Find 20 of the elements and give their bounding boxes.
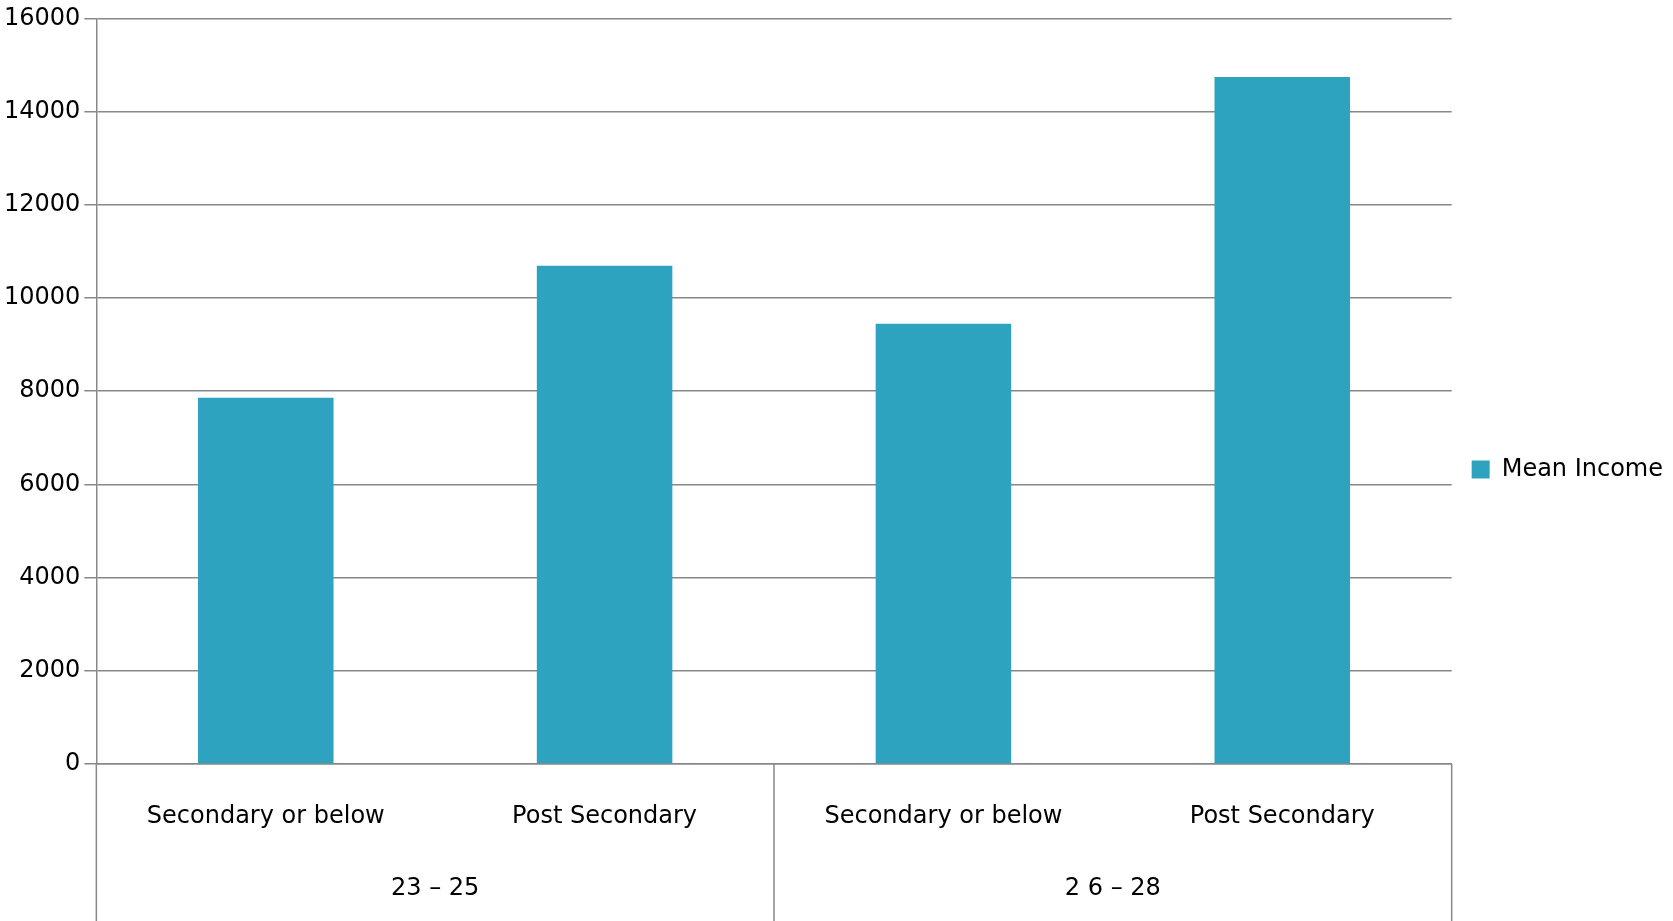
y-tick-label: 0 — [65, 748, 81, 777]
y-tick-label: 14000 — [3, 95, 81, 124]
text: 2 6 – 28 — [1064, 872, 1161, 901]
bar — [198, 397, 334, 764]
y-tick-label: 6000 — [19, 468, 81, 497]
bar — [536, 265, 673, 764]
text: 23 – 25 — [391, 872, 480, 901]
bar — [1214, 77, 1351, 764]
x-tick-label: Post Secondary — [512, 800, 698, 829]
legend-label: Mean Income — [1501, 453, 1664, 482]
y-tick-label: 2000 — [19, 655, 81, 684]
x-tick-label: Secondary or below — [146, 800, 385, 829]
bar — [875, 323, 1012, 764]
y-tick-label: 12000 — [3, 189, 81, 218]
y-tick-label: 16000 — [3, 2, 81, 31]
y-tick-label: 8000 — [19, 375, 81, 404]
y-tick-label: 10000 — [3, 282, 81, 311]
y-tick-label: 4000 — [19, 561, 81, 590]
x-tick-label: Secondary or below — [824, 800, 1063, 829]
x-tick-label: Post Secondary — [1189, 800, 1375, 829]
